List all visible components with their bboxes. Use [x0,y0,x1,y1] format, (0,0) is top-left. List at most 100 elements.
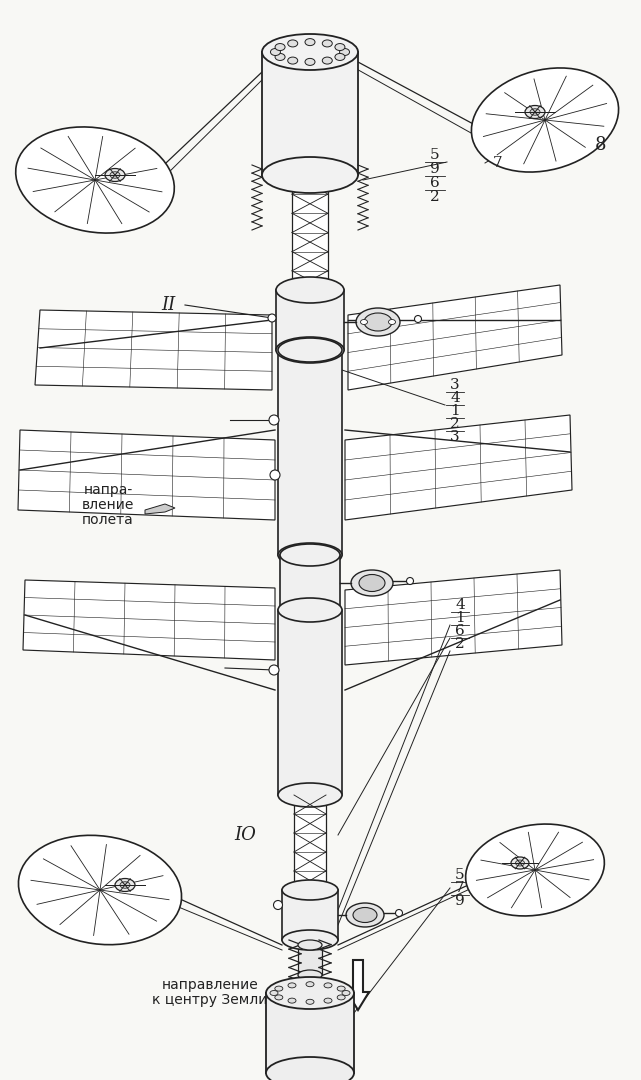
Text: 7: 7 [455,881,465,895]
Text: напра-: напра- [83,483,133,497]
Ellipse shape [271,49,281,55]
Text: 6: 6 [455,624,465,638]
Text: 2: 2 [455,637,465,651]
Ellipse shape [515,860,524,866]
Ellipse shape [346,903,384,927]
Text: 9: 9 [455,894,465,908]
Ellipse shape [353,907,377,922]
Text: 1: 1 [455,611,465,625]
Ellipse shape [388,320,395,324]
Ellipse shape [305,58,315,66]
Text: 3: 3 [450,430,460,444]
Ellipse shape [305,39,315,45]
Ellipse shape [283,42,337,62]
Text: 4: 4 [450,391,460,405]
Polygon shape [345,570,562,665]
Ellipse shape [276,276,344,303]
Ellipse shape [262,33,358,70]
Ellipse shape [298,970,322,980]
Ellipse shape [266,1057,354,1080]
Ellipse shape [359,575,385,592]
Ellipse shape [274,901,283,909]
Ellipse shape [268,314,276,322]
Ellipse shape [282,930,338,950]
Ellipse shape [269,665,279,675]
Text: 1: 1 [450,404,460,418]
Ellipse shape [337,986,345,991]
Ellipse shape [342,990,350,996]
Ellipse shape [278,543,342,567]
Ellipse shape [280,599,340,621]
Ellipse shape [110,172,120,178]
Ellipse shape [275,986,283,991]
Ellipse shape [298,940,322,950]
Ellipse shape [19,835,181,945]
Ellipse shape [278,783,342,807]
Ellipse shape [335,43,345,51]
Text: II: II [161,296,175,314]
Ellipse shape [306,982,314,987]
Text: 2: 2 [450,417,460,431]
Text: к центру Земли: к центру Земли [153,993,268,1007]
Ellipse shape [395,909,403,917]
Ellipse shape [364,313,392,330]
Ellipse shape [270,470,280,480]
Text: 5: 5 [430,148,440,162]
Ellipse shape [15,127,174,233]
Polygon shape [23,580,275,660]
Text: IO: IO [234,826,256,843]
Polygon shape [276,291,344,350]
Ellipse shape [288,983,296,988]
Text: 4: 4 [455,598,465,612]
Polygon shape [280,555,340,610]
Ellipse shape [525,106,545,119]
Ellipse shape [269,415,279,426]
Polygon shape [35,310,272,390]
Ellipse shape [105,168,125,181]
Polygon shape [262,52,358,175]
Ellipse shape [465,824,604,916]
Ellipse shape [288,40,297,46]
Ellipse shape [278,598,342,622]
Text: направление: направление [162,978,258,993]
Ellipse shape [288,57,297,64]
Polygon shape [18,430,275,519]
Ellipse shape [280,544,340,566]
Polygon shape [145,504,175,514]
Text: 5: 5 [455,868,465,882]
Ellipse shape [356,308,400,336]
Ellipse shape [266,977,354,1009]
Ellipse shape [337,995,345,1000]
Ellipse shape [306,999,314,1004]
Text: 2: 2 [430,190,440,204]
Ellipse shape [511,858,529,869]
Polygon shape [278,350,342,555]
Polygon shape [348,285,562,390]
Polygon shape [266,993,354,1074]
Ellipse shape [406,578,413,584]
Polygon shape [278,610,342,795]
Ellipse shape [282,880,338,900]
Text: 9: 9 [430,162,440,176]
Ellipse shape [530,109,540,116]
Text: 3: 3 [450,378,460,392]
Ellipse shape [335,53,345,60]
Ellipse shape [322,40,332,46]
Polygon shape [347,960,369,1010]
Text: 6: 6 [430,176,440,190]
Ellipse shape [322,57,332,64]
Ellipse shape [120,881,130,888]
Text: 7: 7 [493,156,503,170]
Ellipse shape [324,998,332,1003]
Ellipse shape [270,990,278,996]
Ellipse shape [275,53,285,60]
Polygon shape [298,945,322,975]
Ellipse shape [288,998,296,1003]
Ellipse shape [262,157,358,193]
Ellipse shape [276,337,344,363]
Text: 8: 8 [594,136,606,154]
Ellipse shape [324,983,332,988]
Polygon shape [282,890,338,940]
Polygon shape [345,415,572,519]
Ellipse shape [471,68,619,172]
